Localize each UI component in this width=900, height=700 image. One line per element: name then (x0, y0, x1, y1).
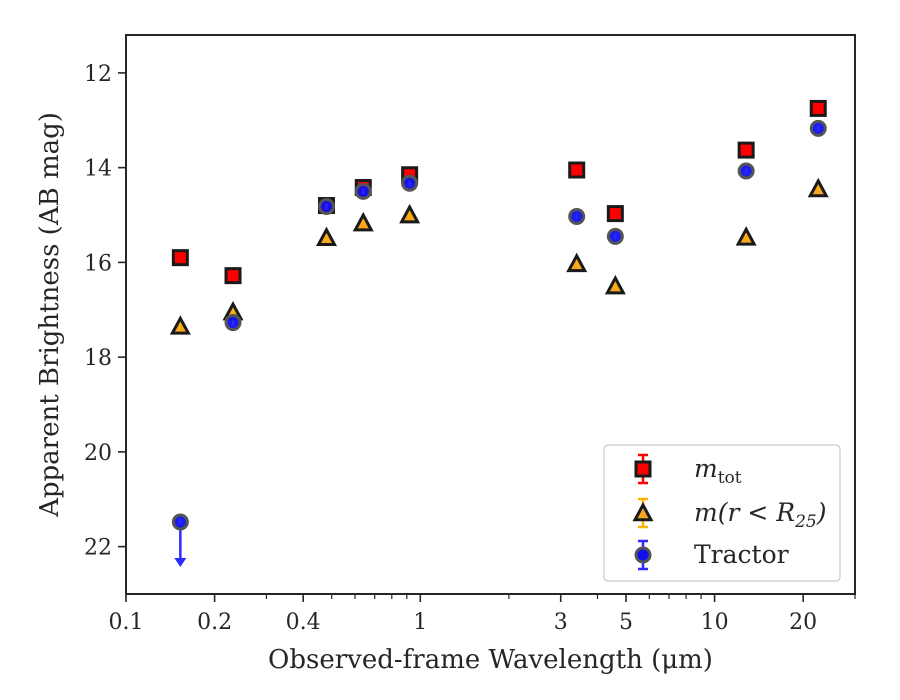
y-axis-label: Apparent Brightness (AB mag) (35, 112, 65, 518)
x-axis-label: Observed-frame Wavelength (μm) (268, 645, 713, 675)
x-tick-label-6: 10 (701, 610, 729, 635)
y-tick-label-2: 16 (84, 251, 112, 276)
y-tick-label-5: 22 (84, 536, 112, 561)
legend: mtot m(r < R25) Tractor (603, 444, 841, 582)
y-tick-label-0: 12 (84, 62, 112, 87)
legend-label-0: mtot (694, 454, 742, 488)
y-tick-label-4: 20 (84, 441, 112, 466)
y-tick-label-3: 18 (84, 346, 112, 371)
x-tick-label-1: 0.2 (197, 610, 232, 635)
x-tick-label-5: 5 (619, 610, 633, 635)
y-tick-label-1: 14 (84, 157, 112, 182)
legend-label-1: m(r < R25) (694, 498, 826, 532)
x-tick-label-2: 0.4 (286, 610, 321, 635)
legend-box (603, 444, 841, 582)
plot-marks (169, 99, 829, 567)
series-1 (169, 177, 829, 335)
x-tick-label-4: 3 (554, 610, 568, 635)
x-tick-label-3: 1 (413, 610, 427, 635)
series-0 (171, 99, 827, 285)
upper-limit-arrowhead-2-0 (174, 557, 187, 567)
legend-label-2: Tractor (694, 540, 789, 569)
x-tick-label-0: 0.1 (109, 610, 144, 635)
legend-marker-1 (632, 501, 654, 522)
plot-frame (125, 34, 856, 595)
series-2 (171, 119, 827, 567)
legend-marker-2 (634, 546, 652, 564)
legend-marker-0 (634, 460, 652, 478)
x-tick-label-7: 20 (789, 610, 817, 635)
axis-ticks: 0.1 0.2 0.4 1 3 5 10 20 12 14 16 18 20 22 (84, 62, 856, 635)
